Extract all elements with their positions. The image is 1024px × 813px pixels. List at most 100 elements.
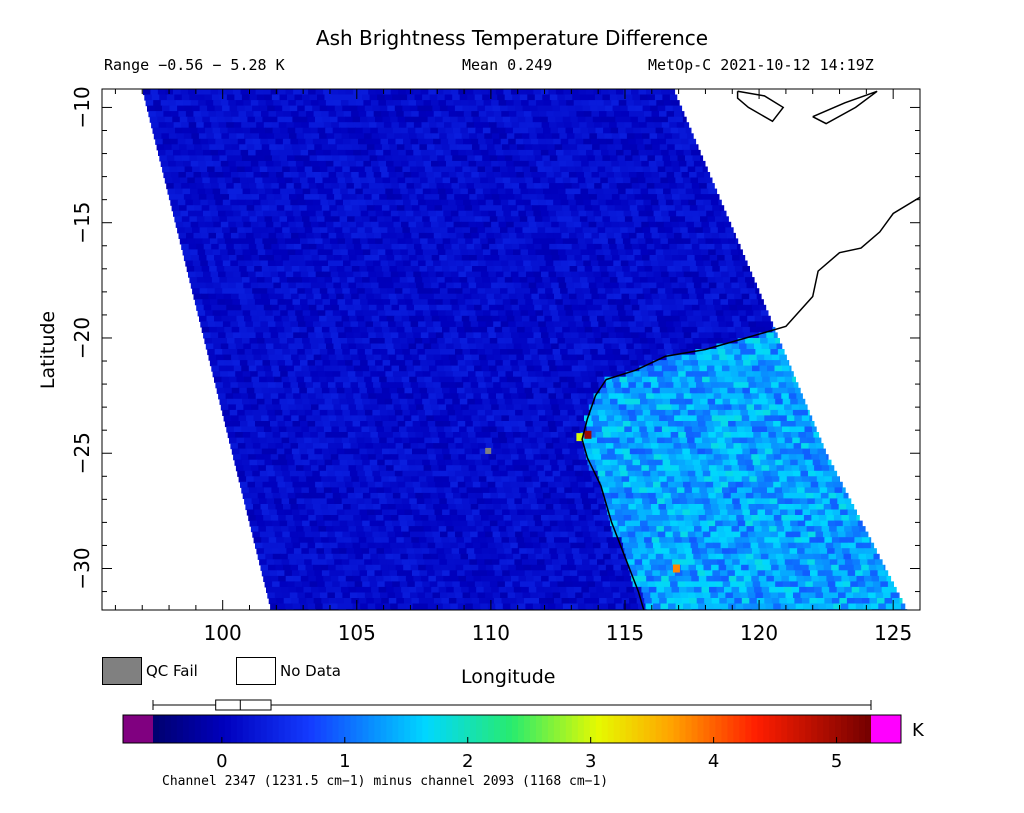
heat-cell	[619, 437, 628, 444]
heat-cell	[159, 94, 168, 101]
heat-cell	[686, 221, 695, 228]
heat-cell	[325, 249, 334, 256]
heat-cell	[401, 100, 410, 107]
heat-cell	[329, 266, 338, 273]
heat-cell	[421, 122, 430, 129]
heat-cell	[715, 310, 724, 317]
heat-cell	[209, 299, 218, 306]
heat-cell	[513, 160, 522, 167]
heat-cell	[685, 371, 694, 378]
heat-cell	[684, 365, 693, 372]
heat-cell	[519, 426, 528, 433]
heat-cell	[375, 177, 384, 184]
heat-cell	[419, 448, 428, 455]
heat-cell	[476, 282, 485, 289]
heat-cell	[592, 205, 601, 212]
heat-cell	[431, 437, 440, 444]
heat-cell	[679, 194, 688, 201]
heat-cell	[558, 100, 567, 107]
heat-cell	[265, 100, 274, 107]
heat-cell	[596, 160, 605, 167]
heat-cell	[318, 404, 327, 411]
heat-cell	[512, 398, 521, 405]
heat-cell	[586, 89, 595, 96]
heat-cell	[235, 188, 244, 195]
heat-cell	[282, 199, 291, 206]
heat-cell	[670, 188, 679, 195]
heat-cell	[622, 144, 631, 151]
heat-cell	[399, 365, 408, 372]
heat-cell	[468, 100, 477, 107]
heat-cell	[351, 266, 360, 273]
heat-cell	[404, 448, 413, 455]
heat-cell	[495, 89, 504, 96]
heat-cell	[343, 111, 352, 118]
heat-cell	[644, 387, 653, 394]
heat-cell	[186, 205, 195, 212]
heat-cell	[216, 172, 225, 179]
heat-cell	[578, 89, 587, 96]
heat-cell	[197, 188, 206, 195]
heat-cell	[310, 432, 319, 439]
heat-cell	[528, 160, 537, 167]
heat-cell	[448, 321, 457, 328]
heat-cell	[702, 409, 711, 416]
heat-cell	[664, 255, 673, 262]
heat-cell	[676, 149, 685, 156]
heat-cell	[606, 172, 615, 179]
heat-cell	[437, 310, 446, 317]
heat-cell	[257, 216, 266, 223]
heat-cell	[654, 94, 663, 101]
heat-cell	[208, 172, 217, 179]
heat-cell	[224, 421, 233, 428]
heat-cell	[429, 338, 438, 345]
heat-cell	[193, 232, 202, 239]
heat-cell	[433, 232, 442, 239]
heat-cell	[350, 199, 359, 206]
heat-cell	[663, 404, 672, 411]
heat-cell	[642, 315, 651, 322]
heat-cell	[579, 122, 588, 129]
heat-cell	[609, 304, 618, 311]
heat-cell	[422, 398, 431, 405]
heat-cell	[305, 321, 314, 328]
heat-cell	[371, 221, 380, 228]
heat-cell	[505, 249, 514, 256]
heat-cell	[505, 371, 514, 378]
heat-cell	[578, 210, 587, 217]
heat-cell	[374, 266, 383, 273]
heat-cell	[225, 393, 234, 400]
heat-cell	[599, 387, 608, 394]
heat-cell	[695, 288, 704, 295]
heat-cell	[246, 293, 255, 300]
heat-cell	[345, 89, 354, 96]
heat-cell	[743, 271, 752, 278]
heat-cell	[377, 371, 386, 378]
heat-cell	[504, 155, 513, 162]
heat-cell	[369, 216, 378, 223]
heat-cell	[245, 260, 254, 267]
heat-cell	[571, 332, 580, 339]
heat-cell	[179, 177, 188, 184]
heat-cell	[744, 426, 753, 433]
heat-cell	[238, 172, 247, 179]
heat-cell	[418, 293, 427, 300]
heat-cell	[758, 299, 764, 306]
heat-cell	[296, 194, 305, 201]
heat-cell	[386, 343, 395, 350]
heat-cell	[620, 260, 629, 267]
heat-cell	[429, 398, 438, 405]
heat-cell	[364, 349, 373, 356]
heat-cell	[606, 232, 615, 239]
heat-cell	[563, 149, 572, 156]
heat-cell	[245, 138, 254, 145]
heat-cell	[604, 376, 613, 383]
heat-cell	[227, 432, 236, 439]
heat-cell	[655, 216, 664, 223]
heat-cell	[420, 210, 429, 217]
heat-cell	[801, 415, 810, 422]
heat-cell	[390, 271, 399, 278]
heat-cell	[571, 243, 580, 250]
heat-cell	[713, 360, 722, 367]
heat-cell	[728, 238, 737, 245]
